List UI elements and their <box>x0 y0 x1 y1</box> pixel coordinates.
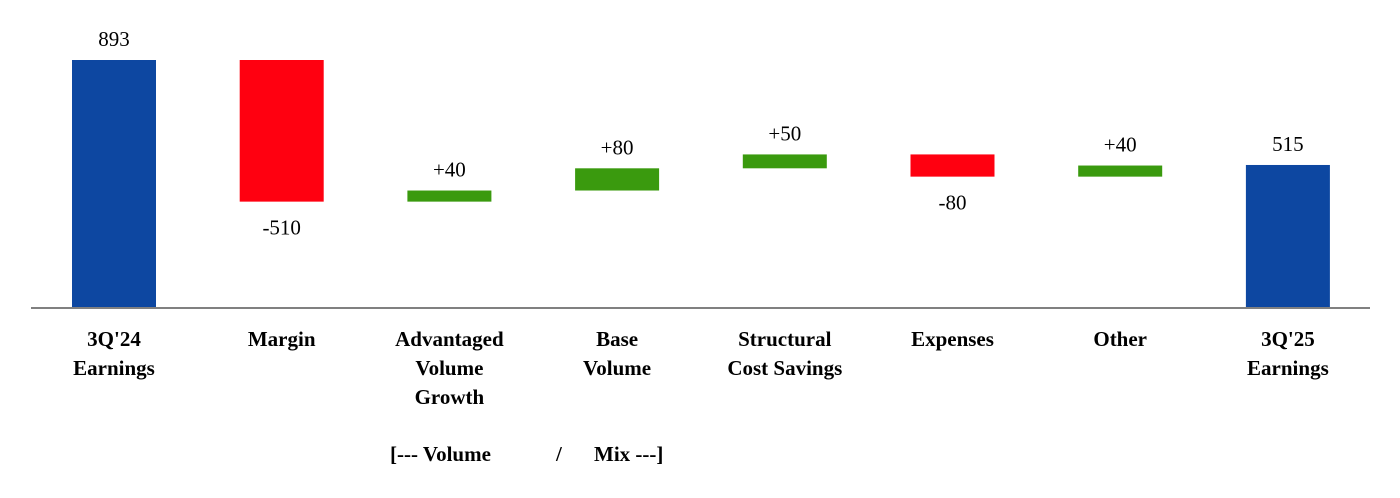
bar-3 <box>575 168 660 191</box>
category-label-line: Earnings <box>1247 356 1329 380</box>
value-labels-group: 893 -510 +40 +80 +50 -80 +40 515 <box>98 27 1303 240</box>
category-label-1: Margin <box>248 327 316 351</box>
category-label-line: Other <box>1093 327 1147 351</box>
category-label-line: Cost Savings <box>727 356 842 380</box>
bars-group <box>72 60 1330 308</box>
bar-4 <box>742 154 827 169</box>
category-label-line: Margin <box>248 327 316 351</box>
category-label-6: Other <box>1093 327 1147 351</box>
category-label-4: Structural Cost Savings <box>727 327 842 380</box>
value-label-6: +40 <box>1104 133 1137 157</box>
category-label-line: Advantaged <box>395 327 504 351</box>
value-label-2: +40 <box>433 158 466 182</box>
value-label-3: +80 <box>601 135 634 159</box>
bar-2 <box>407 190 492 202</box>
category-label-line: Volume <box>583 356 651 380</box>
value-label-1: -510 <box>262 216 301 240</box>
category-label-0: 3Q'24 Earnings <box>73 327 155 380</box>
category-label-line: Structural <box>738 327 831 351</box>
category-label-line: 3Q'24 <box>87 327 141 351</box>
value-label-5: -80 <box>939 191 967 215</box>
category-label-line: Earnings <box>73 356 155 380</box>
bar-7 <box>1245 164 1330 308</box>
bar-5 <box>910 154 995 177</box>
category-label-5: Expenses <box>911 327 994 351</box>
value-label-7: 515 <box>1272 132 1304 156</box>
volume-mix-separator: / <box>555 442 563 466</box>
value-label-0: 893 <box>98 27 130 51</box>
category-labels-group: 3Q'24 Earnings Margin Advantaged Volume Growt… <box>73 327 1329 409</box>
volume-mix-annotation: [--- Volume / Mix ---] <box>390 442 663 466</box>
category-label-3: Base Volume <box>583 327 651 380</box>
bar-6 <box>1078 165 1163 177</box>
category-label-line: 3Q'25 <box>1261 327 1315 351</box>
category-label-line: Expenses <box>911 327 994 351</box>
mix-bracket-label: Mix ---] <box>594 442 663 466</box>
category-label-2: Advantaged Volume Growth <box>395 327 504 409</box>
value-label-4: +50 <box>768 121 801 145</box>
bar-1 <box>239 60 324 202</box>
bar-0 <box>72 60 156 308</box>
category-label-line: Growth <box>415 385 485 409</box>
volume-bracket-label: [--- Volume <box>390 442 491 466</box>
category-label-line: Base <box>596 327 638 351</box>
category-label-7: 3Q'25 Earnings <box>1247 327 1329 380</box>
category-label-line: Volume <box>415 356 483 380</box>
